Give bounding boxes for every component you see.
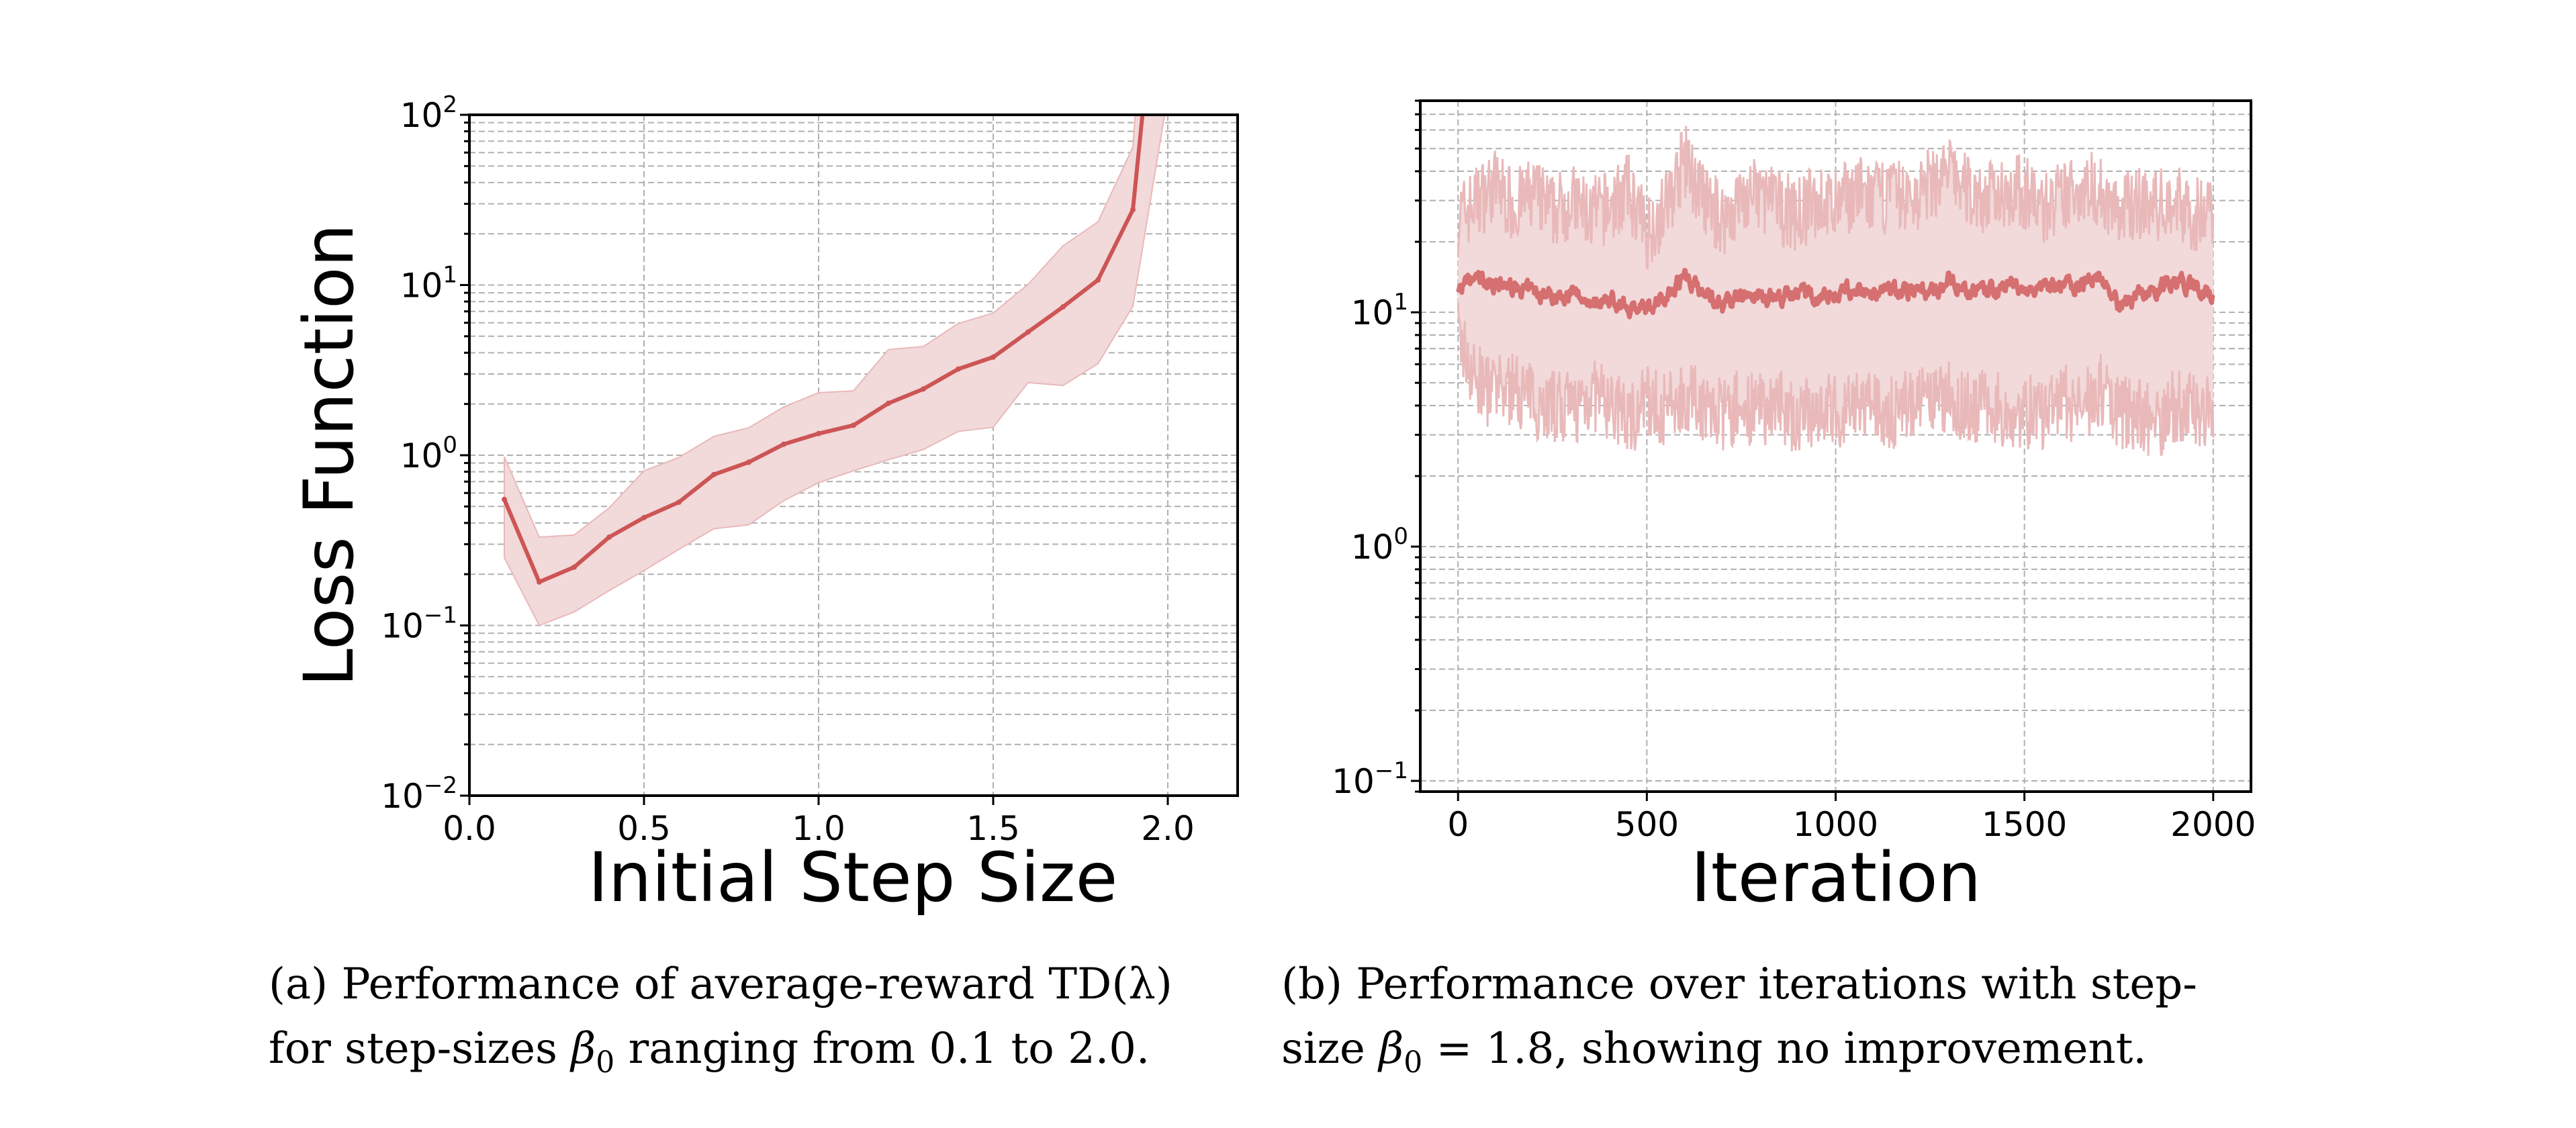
y-tick-label: 100 — [1351, 523, 1408, 567]
mean-line — [1455, 267, 2215, 320]
y-tick-label: 10−1 — [381, 602, 457, 646]
caption-b-line-1: (b) Performance over iterations with ste… — [1281, 952, 2197, 1017]
data-point — [816, 430, 821, 436]
chart-a-y-axis-label: Loss Function — [289, 224, 369, 687]
data-point — [1130, 207, 1136, 213]
chart-b-y-ticks: 10−1 100 101 — [1332, 289, 1408, 801]
caption-b-text-2b: = 1.8, showing no improvement. — [1422, 1024, 2147, 1074]
caption-b-beta-symbol: β — [1379, 1024, 1404, 1074]
caption-a-line-1: (a) Performance of average-reward TD(λ) — [269, 952, 1172, 1017]
data-point — [606, 534, 612, 540]
caption-a-text-2a: for step-sizes — [269, 1024, 571, 1074]
caption-a: (a) Performance of average-reward TD(λ) … — [269, 952, 1172, 1095]
x-tick-label: 1000 — [1793, 805, 1878, 844]
band-lower-edge — [1457, 303, 2215, 457]
caption-b-text-2a: size — [1281, 1024, 1379, 1074]
data-point — [781, 441, 786, 447]
data-point — [1060, 304, 1066, 310]
data-point — [921, 386, 926, 392]
y-tick-label: 101 — [400, 262, 457, 306]
chart-a-frame — [468, 113, 1239, 797]
caption-b-text-1: Performance over iterations with step- — [1356, 959, 2197, 1009]
y-tick-label: 100 — [400, 432, 457, 475]
data-point — [1025, 329, 1031, 335]
y-tick-label: 10−1 — [1332, 757, 1408, 801]
confidence-band — [504, 115, 1166, 626]
data-point — [571, 564, 577, 570]
data-point — [641, 514, 647, 520]
caption-a-subscript: 0 — [596, 1045, 615, 1080]
chart-a-x-ticks: 0.0 0.5 1.0 1.5 2.0 — [443, 796, 1195, 848]
caption-b-subscript: 0 — [1404, 1045, 1423, 1080]
x-tick-label: 0.5 — [617, 809, 671, 848]
chart-b-band-group — [1457, 126, 2215, 457]
data-point — [956, 366, 961, 372]
data-point — [886, 400, 891, 406]
caption-a-text-1: Performance of average-reward TD(λ) — [341, 959, 1172, 1009]
chart-b-iterations: 0 500 1000 1500 2000 10−1 100 101 Iteration — [1332, 99, 2256, 918]
band-upper-edge — [1457, 126, 2215, 271]
y-tick-label: 102 — [400, 91, 457, 135]
x-tick-label: 2.0 — [1141, 809, 1195, 848]
chart-a-x-axis-label: Initial Step Size — [588, 838, 1118, 918]
chart-b-x-ticks: 0 500 1000 1500 2000 — [1447, 792, 2256, 844]
caption-b-label: (b) — [1281, 959, 1342, 1009]
data-point — [537, 579, 542, 585]
x-tick-label: 1500 — [1982, 805, 2067, 844]
data-point — [1095, 277, 1101, 283]
data-point — [746, 459, 751, 465]
caption-a-beta-symbol: β — [571, 1024, 596, 1074]
x-tick-label: 1.0 — [792, 809, 845, 848]
caption-b-line-2: size β0 = 1.8, showing no improvement. — [1281, 1017, 2197, 1095]
chart-a-band-group — [504, 115, 1166, 626]
axes-frame — [468, 113, 1239, 797]
data-point — [502, 496, 507, 502]
data-point — [676, 499, 682, 505]
data-point — [991, 354, 996, 360]
x-tick-label: 0 — [1447, 805, 1469, 844]
caption-a-text-2b: ranging from 0.1 to 2.0. — [614, 1024, 1150, 1074]
y-tick-label: 101 — [1351, 289, 1408, 332]
caption-a-line-2: for step-sizes β0 ranging from 0.1 to 2.… — [269, 1017, 1172, 1095]
x-tick-label: 1.5 — [966, 809, 1020, 848]
chart-b-x-axis-label: Iteration — [1691, 838, 1982, 918]
x-tick-label: 2000 — [2170, 805, 2256, 844]
caption-b: (b) Performance over iterations with ste… — [1281, 952, 2197, 1095]
chart-a-step-size: 0.0 0.5 1.0 1.5 2.0 10−2 10−1 100 101 102 Initia… — [289, 91, 1239, 918]
chart-a-y-ticks: 10−2 10−1 100 101 102 — [381, 91, 457, 816]
caption-a-label: (a) — [269, 959, 328, 1009]
x-tick-label: 500 — [1615, 805, 1679, 844]
data-point — [851, 422, 856, 428]
x-tick-label: 0.0 — [443, 809, 496, 848]
mean-line — [502, 115, 1145, 584]
y-tick-label: 10−2 — [381, 772, 457, 816]
data-point — [711, 471, 717, 477]
chart-a-line-group — [502, 115, 1145, 585]
chart-b-line-group — [1455, 267, 2215, 320]
